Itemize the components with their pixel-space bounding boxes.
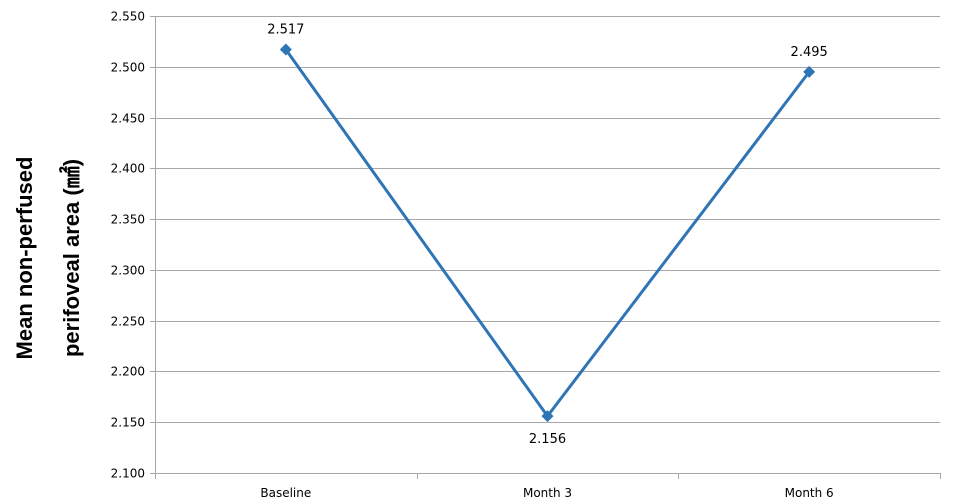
y-tick-label: 2.500 <box>111 61 145 75</box>
x-tick-label: Month 6 <box>785 486 834 500</box>
y-tick-label: 2.400 <box>111 162 145 176</box>
y-axis-title-line-2: perifoveal area (㎟) <box>59 159 84 357</box>
data-label: 2.156 <box>529 432 566 447</box>
axes <box>150 16 941 479</box>
data-label: 2.517 <box>267 23 304 38</box>
data-point-marker <box>279 43 292 56</box>
data-point-marker <box>803 65 816 78</box>
y-tick-label: 2.300 <box>111 264 145 278</box>
y-tick-label: 2.450 <box>111 112 145 126</box>
y-tick-label: 2.100 <box>111 467 145 481</box>
x-tick-label: Month 3 <box>523 486 572 500</box>
data-label: 2.495 <box>791 45 828 60</box>
series-line <box>284 48 811 419</box>
y-tick-label: 2.200 <box>111 365 145 379</box>
y-tick-label: 2.250 <box>111 315 145 329</box>
gridlines <box>155 16 940 474</box>
y-tick-label: 2.350 <box>111 213 145 227</box>
y-tick-label: 2.150 <box>111 416 145 430</box>
y-axis-title-line-1: Mean non-perfused <box>12 157 37 360</box>
y-tick-label: 2.550 <box>111 10 145 24</box>
series-line-group <box>279 43 816 423</box>
labels: 2.100 2.150 2.200 2.250 2.300 2.350 2.400 2.450… <box>111 10 834 501</box>
data-point-marker <box>541 410 554 423</box>
x-tick-label: Baseline <box>260 486 311 500</box>
y-axis-title: Mean non-perfused perifoveal area (㎟) <box>12 157 84 360</box>
